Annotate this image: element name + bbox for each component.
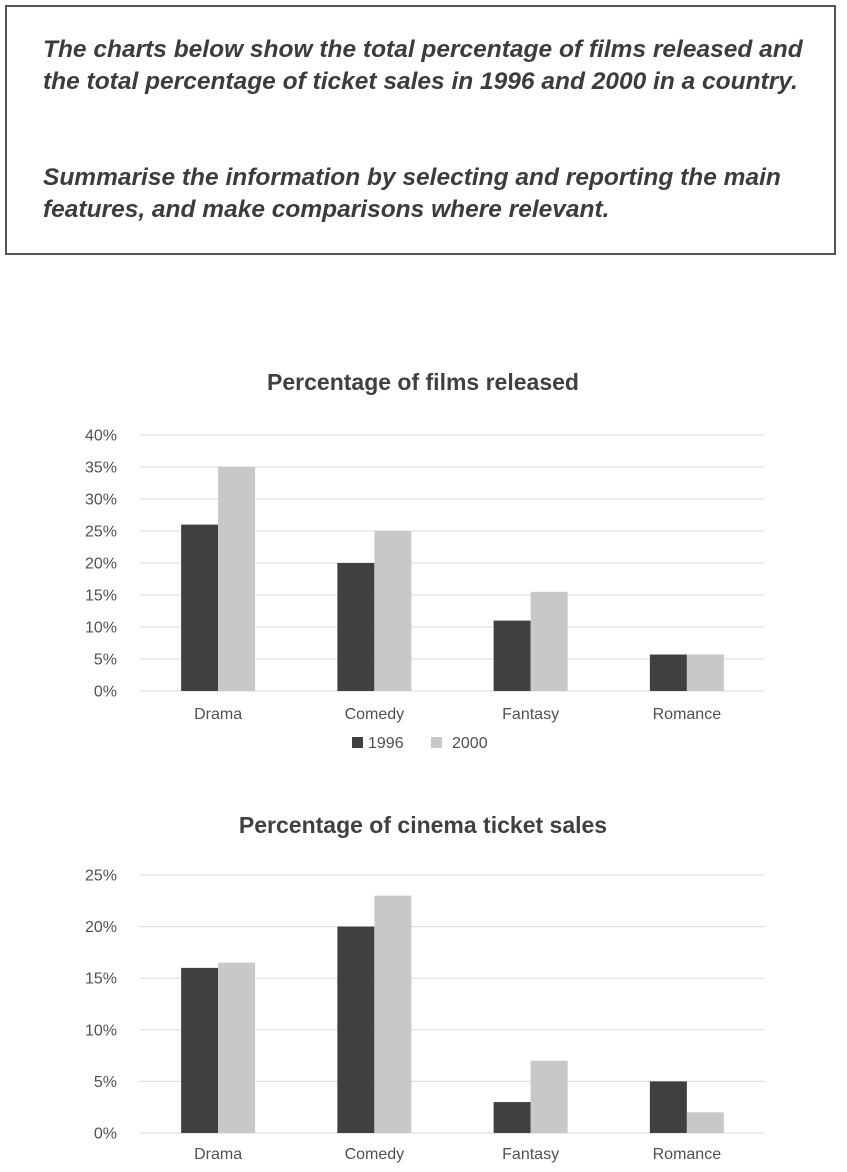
x-category-label: Romance: [653, 1146, 722, 1163]
task-prompt-box: The charts below show the total percenta…: [5, 5, 836, 255]
tickets-bar-romance-1996: [649, 1081, 687, 1133]
films-bar-romance-2000: [686, 654, 724, 691]
x-category-label: Comedy: [345, 706, 405, 723]
y-tick-label: 25%: [85, 524, 117, 541]
tickets-bar-fantasy-2000: [530, 1060, 568, 1133]
y-tick-label: 10%: [85, 620, 117, 637]
y-tick-label: 5%: [94, 1074, 117, 1091]
films-bar-drama-2000: [218, 467, 256, 691]
tickets-bar-fantasy-1996: [493, 1102, 531, 1133]
y-tick-label: 25%: [85, 868, 117, 885]
task-description: The charts below show the total percenta…: [43, 36, 803, 95]
tickets-bar-drama-1996: [181, 967, 219, 1133]
legend-swatch-1996: [352, 737, 363, 748]
y-tick-label: 20%: [85, 919, 117, 936]
x-category-label: Fantasy: [502, 706, 559, 723]
films-bar-fantasy-1996: [493, 620, 531, 691]
ticket-sales-chart: Percentage of cinema ticket sales 0% 5% 10%…: [85, 812, 765, 1163]
films-bar-fantasy-2000: [530, 591, 568, 691]
legend-label-1996: 1996: [368, 735, 404, 752]
chart-title: Percentage of cinema ticket sales: [239, 812, 607, 838]
tickets-bar-comedy-1996: [337, 926, 375, 1133]
films-bar-comedy-2000: [374, 531, 412, 691]
films-bar-comedy-1996: [337, 563, 375, 691]
legend-swatch-2000: [431, 737, 442, 748]
films-released-chart: Percentage of films released 0% 5% 10% 15% 20…: [85, 369, 765, 752]
x-category-label: Romance: [653, 706, 722, 723]
films-bar-romance-1996: [649, 654, 687, 691]
tickets-bar-comedy-2000: [374, 895, 412, 1133]
y-tick-label: 15%: [85, 971, 117, 988]
y-tick-label: 0%: [94, 684, 117, 701]
y-tick-label: 15%: [85, 588, 117, 605]
chart-title: Percentage of films released: [267, 369, 579, 395]
tickets-bar-romance-2000: [686, 1112, 724, 1133]
x-category-label: Comedy: [345, 1146, 405, 1163]
y-tick-label: 10%: [85, 1022, 117, 1039]
y-tick-label: 20%: [85, 556, 117, 573]
films-bar-drama-1996: [181, 524, 219, 691]
y-tick-label: 5%: [94, 652, 117, 669]
x-category-label: Drama: [194, 706, 242, 723]
x-category-label: Fantasy: [502, 1146, 559, 1163]
task-instruction: Summarise the information by selecting a…: [43, 164, 781, 223]
legend-label-2000: 2000: [452, 735, 488, 752]
y-tick-label: 30%: [85, 492, 117, 509]
y-tick-label: 0%: [94, 1126, 117, 1143]
x-category-label: Drama: [194, 1146, 242, 1163]
tickets-bar-drama-2000: [218, 962, 256, 1133]
y-tick-label: 35%: [85, 460, 117, 477]
y-tick-label: 40%: [85, 428, 117, 445]
